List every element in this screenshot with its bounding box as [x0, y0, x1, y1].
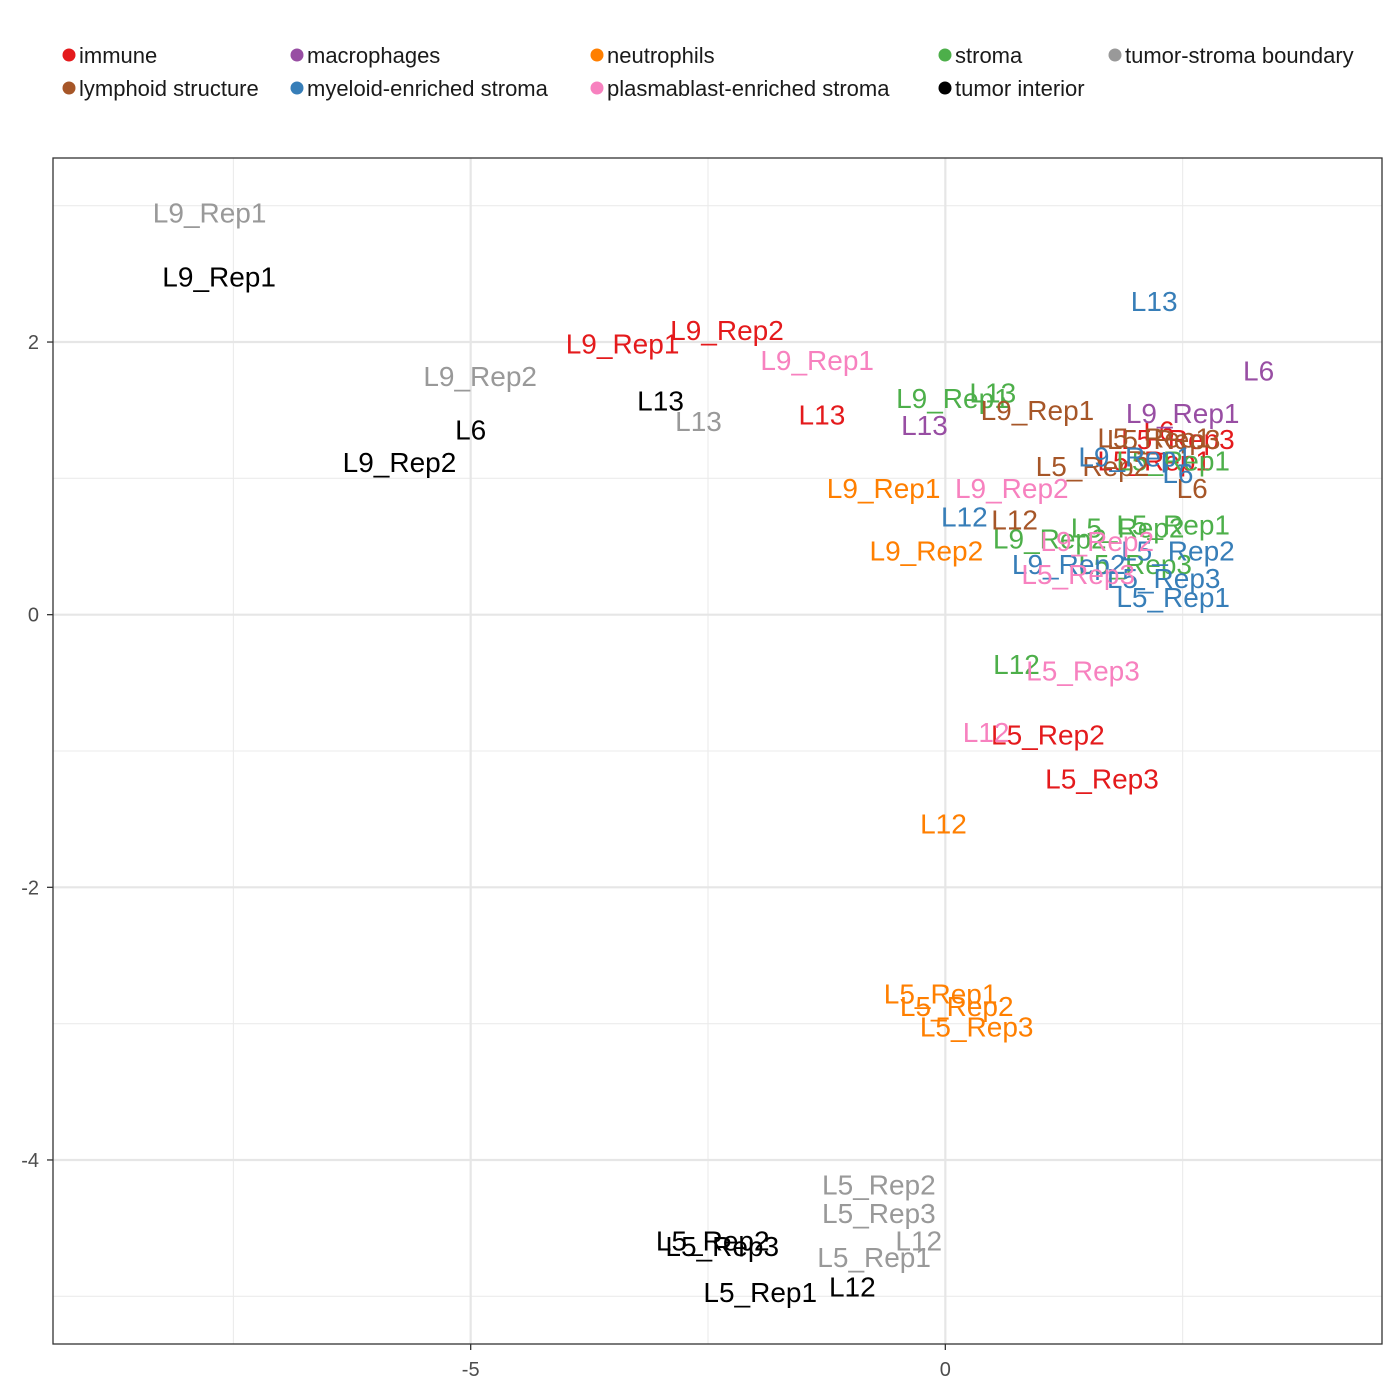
legend-key-dot: [938, 81, 952, 95]
point-label: L6: [1143, 416, 1174, 447]
point-label: L9_Rep2: [955, 473, 1069, 504]
legend-entry-label: tumor-stroma boundary: [1125, 43, 1354, 68]
point-label: L5_Rep2: [1071, 512, 1185, 543]
legend-entry-label: stroma: [955, 43, 1023, 68]
point-label: L5_Rep3: [1026, 656, 1140, 687]
legend-entry-label: neutrophils: [607, 43, 715, 68]
legend-entry-label: tumor interior: [955, 76, 1085, 101]
point-label: L9_Rep2: [1040, 526, 1154, 557]
point-label: L13: [969, 377, 1016, 408]
plot-border: [52, 157, 1383, 1345]
point-label: L5_Rep1: [884, 979, 998, 1010]
legend-key-dot: [1108, 48, 1122, 62]
point-label: L9_Rep1: [896, 383, 1010, 414]
point-label: L5_Rep3: [665, 1231, 779, 1262]
point-label: L5_Rep2: [900, 991, 1014, 1022]
point-label: L5_Rep1: [1097, 422, 1211, 453]
point-label: L13: [901, 410, 948, 441]
point-label: L9_Rep1: [566, 328, 680, 359]
x-tick-label: -5: [462, 1359, 480, 1381]
point-label: L5_Rep3: [1021, 559, 1135, 590]
point-label: L5_Rep2: [822, 1170, 936, 1201]
plot-panel: L9_Rep2L9_Rep1L13L5_Rep3L6L5_Rep1L5_Rep2…: [52, 157, 1383, 1345]
point-label: L13: [675, 406, 722, 437]
y-tick-label: -4: [21, 1150, 39, 1172]
point-label: L13: [799, 399, 846, 430]
legend-key-dot: [290, 81, 304, 95]
legend-entry-label: lymphoid structure: [79, 76, 259, 101]
legend-entry-label: macrophages: [307, 43, 440, 68]
point-label: L5_Rep2: [1121, 536, 1235, 567]
point-label: L12: [829, 1272, 876, 1303]
point-label: L5_Rep2: [991, 720, 1105, 751]
legend-key-dot: [62, 48, 76, 62]
y-tick-label: 0: [28, 605, 39, 627]
legend-entry-label: immune: [79, 43, 157, 68]
point-label: L5_Rep1: [1116, 582, 1230, 613]
point-label: L5_Rep3: [1121, 424, 1235, 455]
point-label: L5_Rep3: [1107, 424, 1221, 455]
point-label: L9_Rep2: [670, 315, 784, 346]
legend: immune macrophages neutrophils stroma tumor-…: [62, 43, 1354, 101]
point-label: L9_Rep2: [993, 523, 1107, 554]
point-label: L5_Rep3: [822, 1198, 936, 1229]
point-label: L12: [963, 717, 1010, 748]
point-label: L9_Rep1: [827, 473, 941, 504]
point-label: L12: [991, 504, 1038, 535]
y-tick-label: 2: [28, 332, 39, 354]
point-label: L5_Rep1: [1116, 446, 1230, 477]
point-label: L6: [455, 414, 486, 445]
point-label: L5_Rep3: [920, 1011, 1034, 1042]
point-label: L12: [993, 649, 1040, 680]
point-label: L5_Rep1: [1116, 510, 1230, 541]
legend-entry-label: plasmablast-enriched stroma: [607, 76, 890, 101]
point-label: L9_Rep1: [162, 262, 276, 293]
point-label: L5_Rep3: [1078, 549, 1192, 580]
point-label: L13: [1131, 286, 1178, 317]
point-label: L9_Rep1: [1126, 398, 1240, 429]
major-gridlines: [53, 158, 1382, 1344]
x-tick-label: 0: [940, 1359, 951, 1381]
point-label: L9_Rep2: [423, 361, 537, 392]
point-label: L13: [637, 386, 684, 417]
point-label: L5_Rep1: [703, 1277, 817, 1308]
point-label: L9_Rep2: [343, 447, 457, 478]
point-label: L9_Rep1: [153, 198, 267, 229]
point-label: L12: [895, 1225, 942, 1256]
point-label: L9_Rep1: [760, 345, 874, 376]
axes: -5 0 2 0 -2 -4: [21, 332, 951, 1381]
legend-key-dot: [938, 48, 952, 62]
legend-key-dot: [290, 48, 304, 62]
point-label: L9_Rep2: [1012, 549, 1126, 580]
point-label: L12: [920, 808, 967, 839]
point-label: L9_Rep2: [870, 536, 984, 567]
point-label: L5_Rep2: [1036, 451, 1150, 482]
point-label: L12: [941, 502, 988, 533]
point-labels: L9_Rep2L9_Rep1L13L5_Rep3L6L5_Rep1L5_Rep2…: [153, 198, 1274, 1309]
legend-key-dot: [590, 48, 604, 62]
point-label: L6: [1177, 473, 1208, 504]
point-label: L5_Rep3: [1045, 763, 1159, 794]
point-label: L5_Rep1: [1097, 446, 1211, 477]
point-label: L5_Rep2: [656, 1225, 770, 1256]
minor-gridlines: [53, 158, 1382, 1344]
legend-key-dot: [62, 81, 76, 95]
point-label: L9_Rep1: [981, 395, 1095, 426]
y-tick-label: -2: [21, 877, 39, 899]
point-label: L6: [1243, 356, 1274, 387]
point-label: L5_Rep1: [817, 1242, 931, 1273]
legend-key-dot: [590, 81, 604, 95]
point-label: L6: [1162, 458, 1193, 489]
point-label: L9_Rep1: [1078, 442, 1192, 473]
point-label: L5_Rep3: [1107, 563, 1221, 594]
legend-entry-label: myeloid-enriched stroma: [307, 76, 549, 101]
